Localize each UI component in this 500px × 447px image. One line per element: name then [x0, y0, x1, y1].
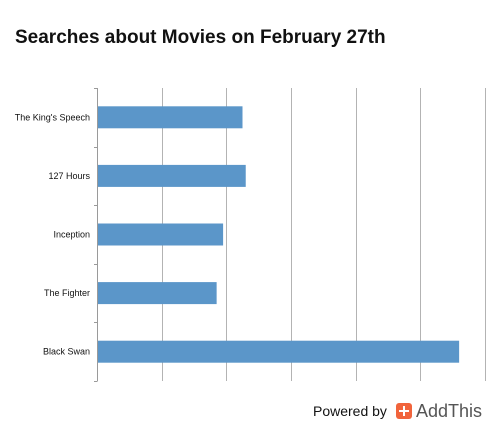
- bar: [98, 340, 460, 363]
- category-label: Black Swan: [43, 347, 90, 357]
- bar: [98, 106, 243, 129]
- category-label: The King's Speech: [15, 112, 90, 122]
- powered-by-label: Powered by: [313, 403, 387, 419]
- bar: [98, 223, 224, 246]
- category-label: Inception: [53, 230, 90, 240]
- addthis-brand[interactable]: AddThis: [415, 400, 482, 421]
- category-label: 127 Hours: [48, 171, 90, 181]
- addthis-plus-icon: [395, 403, 412, 419]
- bar: [98, 282, 217, 305]
- footer: Powered by AddThis: [313, 401, 482, 421]
- chart-title: Searches about Movies on February 27th: [15, 27, 386, 48]
- bar: [98, 164, 246, 187]
- category-label: The Fighter: [44, 288, 90, 298]
